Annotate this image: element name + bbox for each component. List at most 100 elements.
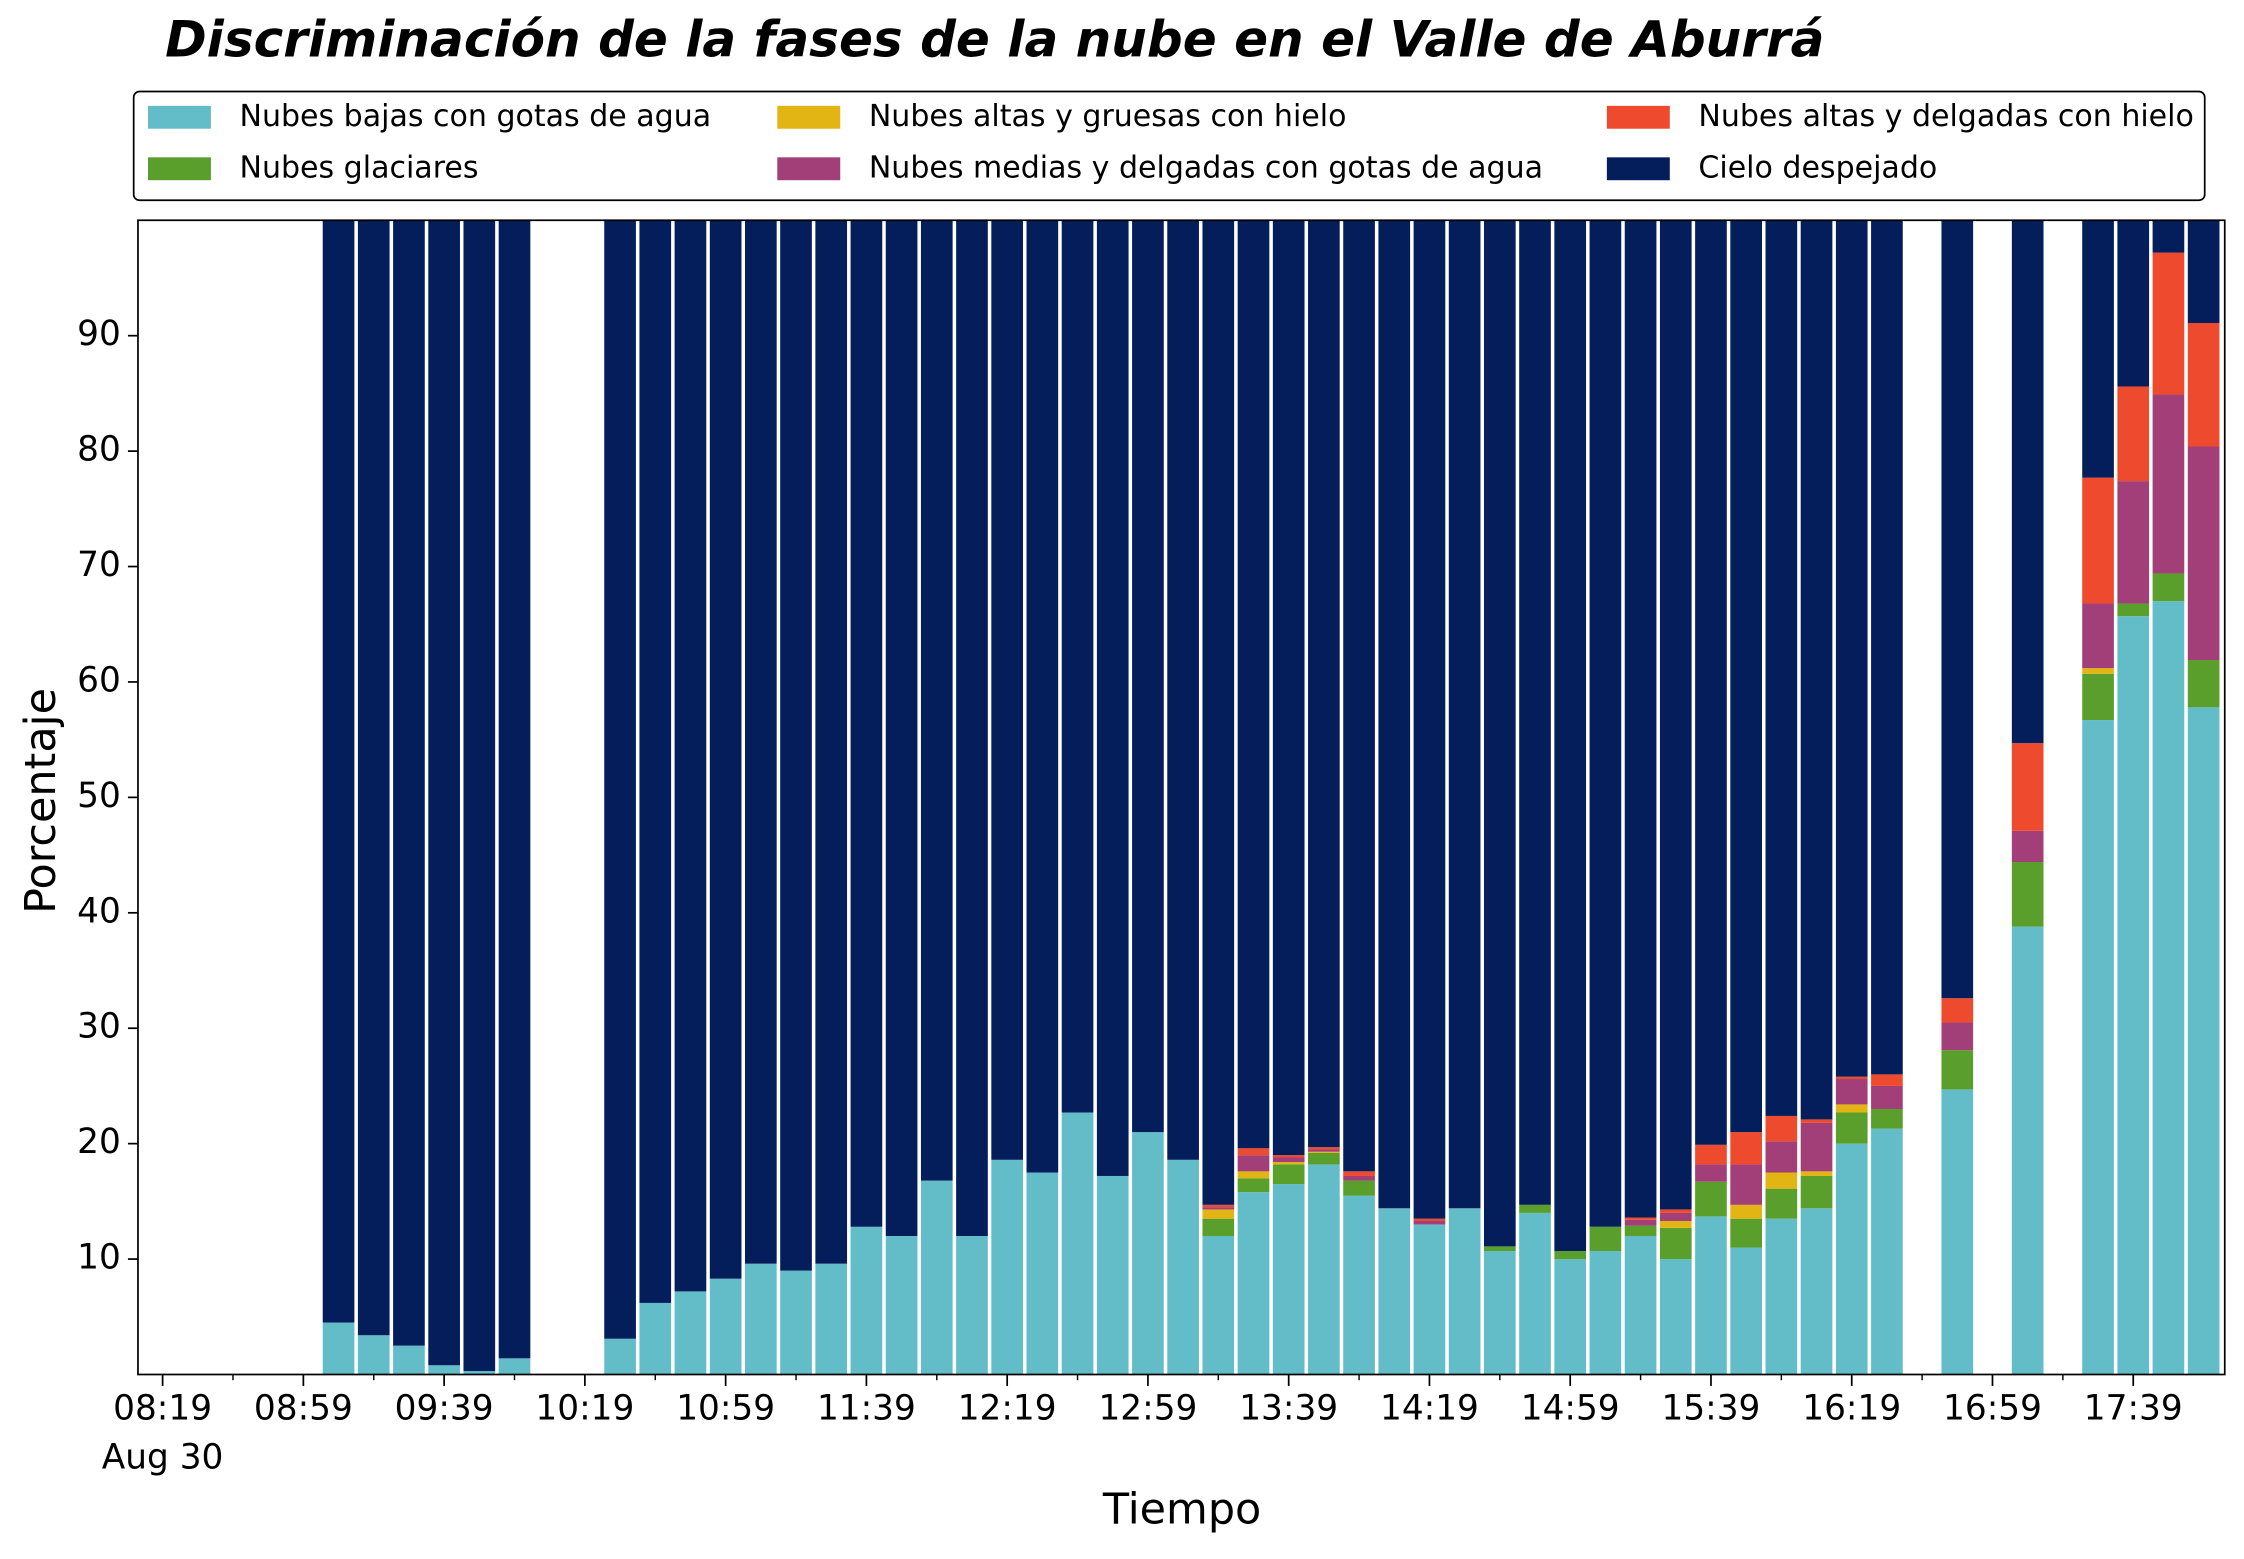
x-date-label: Aug 30: [102, 1437, 224, 1477]
x-axis-label: Tiempo: [1102, 1484, 1261, 1534]
bar-segment: [674, 220, 707, 1292]
bar-segment: [1730, 220, 1762, 1133]
bar-segment: [1343, 1195, 1375, 1375]
bar-segment: [1624, 1219, 1657, 1226]
y-tick-label: 30: [77, 1007, 121, 1047]
bar-segment: [1659, 1259, 1692, 1375]
bar-segment: [1061, 1112, 1094, 1375]
y-tick-label: 80: [77, 430, 121, 470]
chart-title: Discriminación de la fases de la nube en…: [165, 10, 1824, 68]
bar-segment: [1800, 1119, 1833, 1123]
bar-segment: [1941, 1050, 1974, 1090]
bar-segment: [885, 220, 918, 1236]
bar-segment: [1871, 1085, 1903, 1110]
bar-segment: [1413, 1224, 1446, 1375]
bar-segment: [1343, 1171, 1375, 1176]
bar-segment: [1835, 1079, 1868, 1105]
bar-segment: [1800, 1208, 1833, 1375]
bar-segment: [357, 220, 390, 1336]
bar-segment: [1765, 1141, 1798, 1173]
legend-label: Nubes medias y delgadas con gotas de agu…: [869, 150, 1543, 185]
bar-segment: [1659, 1212, 1692, 1221]
legend-swatch: [1606, 105, 1670, 129]
bar-segment: [956, 1235, 988, 1375]
bar-segment: [1659, 1220, 1692, 1228]
bar-segment: [1871, 1128, 1903, 1375]
bar-segment: [1483, 1246, 1516, 1251]
bar-segment: [1519, 1212, 1551, 1375]
bar-segment: [991, 1159, 1024, 1375]
bar-segment: [1659, 220, 1692, 1210]
x-tick-label: 12:19: [958, 1389, 1057, 1429]
bar-segment: [2117, 220, 2150, 387]
bar-segment: [2152, 394, 2185, 574]
bar-segment: [1800, 220, 1833, 1120]
bar-segment: [1730, 1218, 1762, 1248]
bar-segment: [428, 220, 460, 1366]
bar-segment: [1378, 220, 1411, 1209]
bar-segment: [322, 220, 355, 1323]
bar-segment: [2117, 616, 2150, 1375]
bar-segment: [1519, 1204, 1551, 1213]
bar-segment: [1308, 1147, 1340, 1150]
bar-segment: [1554, 220, 1587, 1251]
bar-segment: [1695, 1181, 1727, 1217]
legend-swatch: [147, 157, 211, 181]
bar-segment: [428, 1365, 460, 1375]
y-tick-label: 90: [77, 314, 121, 354]
bar-segment: [1765, 1188, 1798, 1219]
bar-segment: [1835, 1104, 1868, 1113]
x-tick-label: 10:59: [676, 1389, 775, 1429]
bar-segment: [639, 1302, 672, 1375]
bar-segment: [1765, 1218, 1798, 1375]
bar-segment: [1448, 220, 1481, 1209]
bar-segment: [1272, 1157, 1305, 1163]
bar-segment: [322, 1322, 355, 1375]
bar-segment: [1272, 1184, 1305, 1375]
y-tick-label: 60: [77, 660, 121, 700]
bar-segment: [1237, 1171, 1270, 1179]
bar-segment: [1272, 1164, 1305, 1185]
plot-frame: [137, 219, 2226, 1376]
bar-segment: [1237, 1155, 1270, 1172]
bar-segment: [1730, 1247, 1762, 1375]
bar-segment: [1835, 1143, 1868, 1375]
bar-segment: [1941, 220, 1974, 999]
bar-segment: [2011, 220, 2044, 744]
bar-segment: [1765, 1172, 1798, 1189]
bar-segment: [1871, 1074, 1903, 1086]
bar-segment: [393, 1345, 425, 1375]
bar-segment: [1835, 1112, 1868, 1144]
x-tick-label: 08:19: [113, 1389, 212, 1429]
bar-segment: [1202, 1209, 1235, 1219]
bar-segment: [1800, 1171, 1833, 1176]
bar-segment: [2152, 252, 2185, 395]
y-tick-label: 10: [77, 1238, 121, 1278]
x-tick-label: 17:39: [2084, 1389, 2183, 1429]
bar-segment: [2187, 322, 2220, 447]
bar-segment: [1132, 1132, 1164, 1375]
legend-label: Cielo despejado: [1698, 150, 1937, 185]
legend-swatch: [777, 105, 841, 129]
bar-segment: [1695, 220, 1727, 1145]
x-tick-label: 11:39: [817, 1389, 916, 1429]
bar-segment: [1589, 1226, 1622, 1251]
bar-segment: [1835, 1076, 1868, 1080]
bar-segment: [2082, 668, 2114, 674]
x-tick-label: 14:59: [1521, 1389, 1620, 1429]
bar-segment: [463, 220, 496, 1372]
y-axis-label: Porcentaje: [16, 688, 66, 914]
bar-segment: [780, 1270, 812, 1375]
bar-segment: [1730, 1204, 1762, 1219]
bar-segment: [1941, 1022, 1974, 1051]
bar-segment: [639, 220, 672, 1303]
bar-segment: [1624, 1235, 1657, 1375]
bar-segment: [1483, 220, 1516, 1247]
bar-segment: [604, 1338, 636, 1375]
x-tick-label: 14:19: [1380, 1389, 1479, 1429]
bar-segment: [1308, 1149, 1340, 1152]
bar-segment: [1237, 1192, 1270, 1375]
